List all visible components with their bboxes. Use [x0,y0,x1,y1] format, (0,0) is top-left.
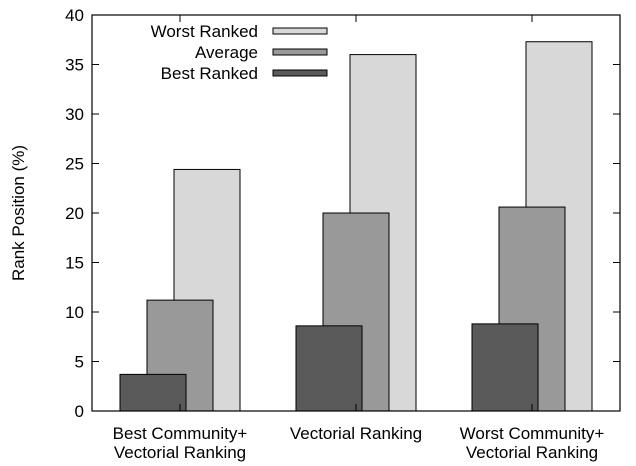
y-tick-label: 35 [65,56,84,75]
bar-best-ranked [295,325,363,412]
y-tick-label: 10 [65,303,84,322]
y-axis-title: Rank Position (%) [9,145,28,281]
legend-swatch [272,27,328,35]
y-tick-label: 20 [65,204,84,223]
bars [119,41,593,412]
legend-label: Worst Ranked [151,22,258,41]
y-tick-label: 25 [65,155,84,174]
plot-frame [91,14,621,412]
bar-best-ranked [119,373,187,412]
x-category-label: Vectorial Ranking [114,443,246,462]
y-tick-label: 40 [65,6,84,25]
y-axis: 0 5 10 15 20 25 30 35 40 [65,6,620,421]
x-category-label: Worst Community+ [460,424,605,443]
legend-label: Average [195,43,258,62]
x-category-label: Best Community+ [113,424,248,443]
legend-swatch [272,69,328,77]
y-tick-label: 15 [65,254,84,273]
bar-best-ranked [471,323,539,412]
legend: Worst Ranked Average Best Ranked [151,22,328,83]
y-tick-label: 5 [75,353,84,372]
y-tick-label: 0 [75,402,84,421]
x-axis: Best Community+Vectorial RankingVectoria… [113,15,605,462]
x-category-label: Vectorial Ranking [290,424,422,443]
y-tick-label: 30 [65,105,84,124]
x-category-label: Vectorial Ranking [466,443,598,462]
legend-swatch [272,48,328,56]
legend-label: Best Ranked [161,64,258,83]
